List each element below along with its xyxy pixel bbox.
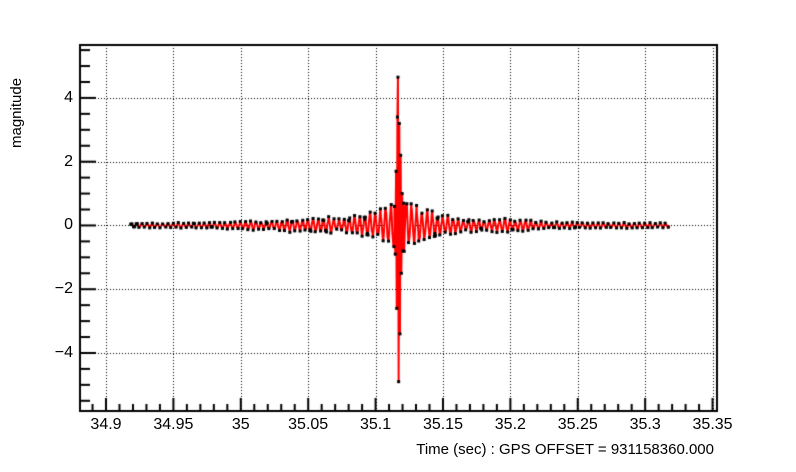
- x-tick-label: 35.25: [557, 416, 598, 433]
- x-tick-label: 35.05: [288, 416, 329, 433]
- y-tick-label: −4: [54, 343, 73, 361]
- x-tick-label: 35: [231, 416, 250, 433]
- x-tick-label: 35.1: [360, 416, 392, 433]
- y-axis-title: magnitude: [8, 77, 25, 148]
- y-tick-label: 4: [64, 88, 73, 106]
- y-tick-label: −2: [54, 280, 73, 298]
- x-tick-label: 35.3: [629, 416, 661, 433]
- x-axis-title: Time (sec) : GPS OFFSET = 931158360.000: [416, 441, 714, 458]
- x-tick-label: 35.35: [692, 416, 733, 433]
- y-tick-label: 0: [64, 216, 73, 234]
- x-tick-label: 34.9: [90, 416, 122, 433]
- x-tick-label: 35.2: [494, 416, 526, 433]
- x-tick-label: 35.15: [422, 416, 463, 433]
- y-tick-label: 2: [64, 152, 73, 170]
- x-tick-label: 34.95: [153, 416, 194, 433]
